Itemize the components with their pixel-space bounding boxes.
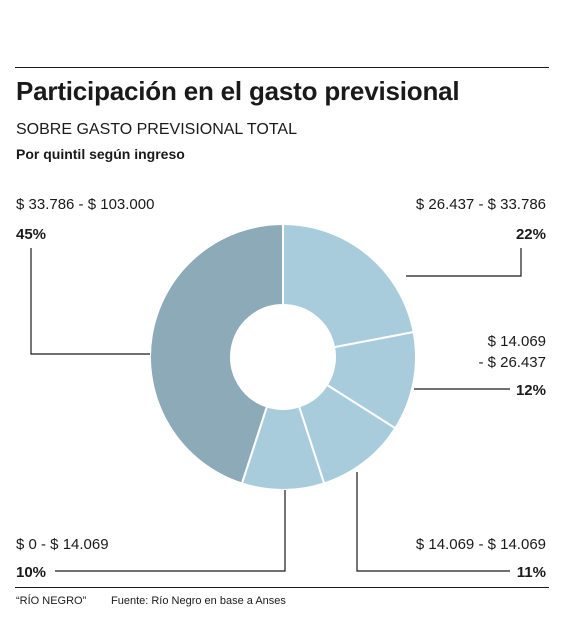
- slice-percent-label: 11%: [517, 564, 546, 581]
- chart-title: Participación en el gasto previsional: [16, 76, 460, 106]
- donut-slice: [149, 222, 284, 485]
- donut-slice: [282, 222, 415, 349]
- leader-line: [406, 248, 522, 277]
- slice-percent-label: 12%: [516, 382, 546, 399]
- slice-percent-label: 10%: [16, 564, 46, 581]
- leader-line: [55, 490, 286, 572]
- bottom-rule: [15, 587, 549, 588]
- slice-percent-label: 22%: [516, 226, 546, 243]
- footer-brand: “RÍO NEGRO”: [16, 595, 87, 607]
- slice-percent-label: 45%: [16, 226, 46, 243]
- top-rule: [15, 67, 549, 68]
- slice-label: - $ 26.437: [478, 354, 546, 371]
- labels-layer: $ 26.437 - $ 33.786 22% $ 14.069 - $ 26.437…: [16, 196, 546, 581]
- leader-lines-layer: [30, 248, 522, 572]
- slice-label: $ 14.069 - $ 14.069: [416, 536, 546, 553]
- chart-subtitle: SOBRE GASTO PREVISIONAL TOTAL: [16, 121, 297, 138]
- slice-label: $ 33.786 - $ 103.000: [16, 196, 154, 213]
- leader-line: [356, 472, 510, 572]
- footer-source: Fuente: Río Negro en base a Anses: [111, 595, 286, 607]
- slice-label: $ 26.437 - $ 33.786: [416, 196, 546, 213]
- slices-layer: [149, 222, 417, 491]
- chart-subtitle-secondary: Por quintil según ingreso: [16, 146, 185, 162]
- slice-label: $ 14.069: [488, 333, 546, 350]
- leader-line: [30, 248, 150, 355]
- slice-label: $ 0 - $ 14.069: [16, 536, 109, 553]
